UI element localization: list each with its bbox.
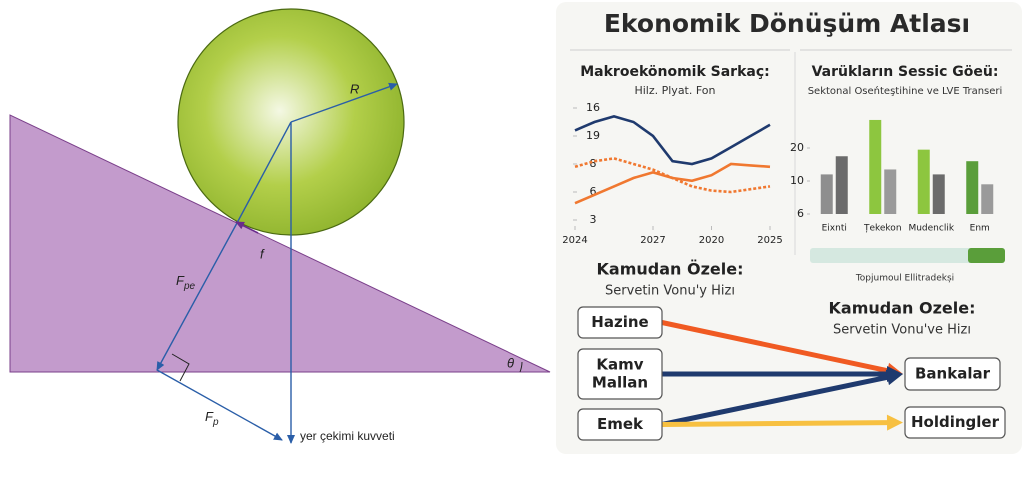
arrow-head	[886, 414, 903, 431]
x-tick-label: 2020	[699, 235, 724, 246]
line-series	[574, 157, 771, 194]
line-chart-subtitle: Hilz. Plyat. Fon	[634, 84, 715, 97]
node-label: Mallan	[592, 374, 648, 392]
bar	[869, 119, 882, 214]
y-tick-label: 10	[790, 174, 804, 187]
bar	[917, 149, 930, 214]
perpendicular-arrow	[156, 222, 238, 371]
bar	[981, 184, 994, 214]
flow-node	[904, 357, 1001, 391]
panel	[556, 2, 1022, 454]
line-chart-title: Makroekönomik Sarkaç:	[580, 64, 770, 80]
node-label: Holdingler	[911, 413, 1000, 431]
node-label: Hazine	[591, 313, 648, 331]
y-tick-label: 16	[586, 101, 600, 114]
progress-track	[810, 248, 1005, 263]
radius-label: R	[350, 81, 359, 96]
flow-link	[661, 374, 888, 427]
arrow-head	[885, 369, 903, 386]
flow-left-title: Kamudan Özele:	[597, 260, 744, 279]
flow-node	[904, 406, 1006, 439]
bar-chart-title: Varükların Sessic Göeü:	[812, 64, 999, 80]
y-tick-label: 6	[797, 207, 804, 220]
perpendicular-label: Fpe	[176, 273, 196, 291]
bar-chart-footer: Topjumoul Ellitradekși	[855, 274, 954, 284]
subscript: p	[212, 417, 219, 428]
node-label: Kamv	[596, 356, 643, 374]
radius-arrow	[290, 82, 398, 123]
x-tick-label: Țekekon	[863, 224, 902, 234]
center-contact-line	[236, 121, 292, 224]
bar	[966, 161, 979, 214]
y-tick-label: 3	[590, 213, 597, 226]
incline	[9, 114, 551, 373]
infographic: Ekonomik Dönüşüm Atlası Makroekönomik Sa…	[556, 2, 1022, 454]
gravity-label: yer çekimi kuvveti	[300, 429, 395, 443]
y-tick-label: 19	[586, 129, 600, 142]
flow-right-title: Kamudan Ozele:	[829, 299, 976, 318]
bar	[932, 174, 945, 214]
line-series	[574, 115, 771, 166]
y-tick-label: 20	[790, 141, 804, 154]
flow-node	[577, 306, 663, 339]
bar	[835, 156, 848, 214]
x-tick-label: 2024	[562, 235, 587, 246]
flow-node	[577, 348, 663, 400]
x-tick-label: Enm	[970, 224, 990, 234]
right-angle	[171, 353, 190, 382]
flow-node	[577, 408, 663, 441]
flow-link	[661, 320, 888, 374]
angle-label: θ	[507, 355, 514, 370]
bar-chart-subtitle: Sektonal Oseńteştihine ve LVE Transeri	[808, 85, 1003, 97]
bar	[884, 169, 897, 214]
flow-left-subtitle: Servetin Vonu'y Hizı	[605, 284, 735, 299]
x-tick-label: 2025	[757, 235, 782, 246]
parallel-label: Fp	[205, 409, 219, 427]
bar	[820, 174, 833, 214]
symbol: F	[176, 273, 185, 288]
x-tick-label: Eixnti	[822, 224, 847, 234]
friction-arrow	[235, 221, 259, 234]
y-tick-label: 8	[590, 157, 597, 170]
angle-arc	[519, 361, 523, 373]
flow-link	[661, 420, 888, 427]
title: Ekonomik Dönüşüm Atlası	[604, 9, 970, 38]
node-label: Emek	[597, 415, 644, 433]
x-tick-label: 2027	[640, 235, 665, 246]
parallel-arrow	[156, 369, 283, 441]
node-label: Bankalar	[915, 365, 991, 383]
symbol: F	[205, 409, 214, 424]
friction-label: f	[260, 246, 265, 261]
incline-diagram: R f Fpe Fp θ yer çekimi kuvveti	[9, 8, 551, 444]
flow-right-subtitle: Servetin Vonu've Hizı	[833, 323, 971, 338]
progress-fill	[968, 248, 1005, 263]
subscript: pe	[183, 281, 196, 292]
x-tick-label: Mudenclik	[908, 224, 954, 234]
y-tick-label: 6	[590, 185, 597, 198]
